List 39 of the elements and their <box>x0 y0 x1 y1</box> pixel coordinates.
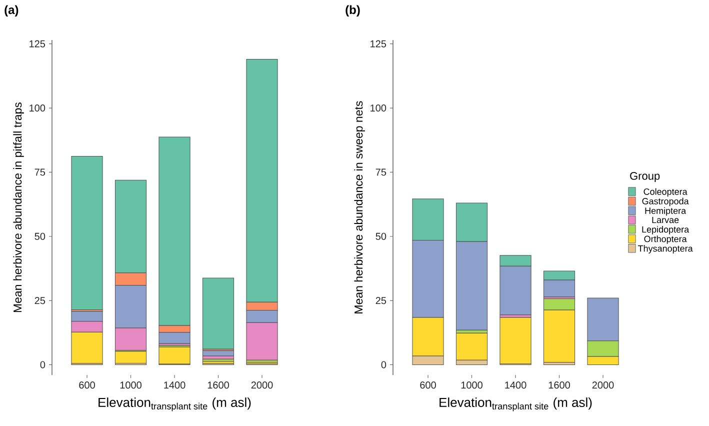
y-tick-label: 100 <box>370 104 386 112</box>
y-tick-label: 75 <box>34 168 46 176</box>
legend-label: Orthoptera <box>644 236 687 244</box>
y-tick-label: 0 <box>40 361 46 368</box>
x-tick-label: 2000 <box>251 382 273 389</box>
legend-label: Gastropoda <box>642 198 689 206</box>
chart-title: (b) <box>346 5 360 16</box>
x-tick-label: 2000 <box>592 382 614 389</box>
x-tick-label: 1400 <box>164 382 186 389</box>
y-axis-title: Mean herbivore abundance in pitfall traps <box>13 102 24 312</box>
x-tick-label: 600 <box>79 382 95 389</box>
x-tick-label: 1600 <box>548 382 570 389</box>
y-tick-label: 25 <box>34 297 46 304</box>
y-tick-label: 75 <box>376 168 386 176</box>
x-tick-label: 1000 <box>461 382 482 389</box>
y-tick-label: 25 <box>376 297 386 304</box>
bar <box>202 278 234 350</box>
legend-label: Larvae <box>652 216 679 224</box>
legend-label: Hemiptera <box>645 207 686 216</box>
y-axis-title: Mean herbivore abundance in sweep nets <box>354 101 365 314</box>
x-tick-label: 600 <box>420 382 436 389</box>
x-axis-title: $\text{Elevation}_{\text{transplant site}}\text{ (m asl)}$ <box>440 397 592 412</box>
legend-label: Coleoptera <box>644 188 688 197</box>
x-tick-label: 1000 <box>120 382 142 389</box>
y-tick-label: 125 <box>370 40 386 48</box>
chart-title: (a) <box>4 5 18 16</box>
legend-title: Group <box>630 172 660 182</box>
y-tick-label: 50 <box>34 232 46 240</box>
legend-label: Thysanoptera <box>638 245 693 254</box>
y-tick-label: 0 <box>381 361 386 368</box>
y-tick-label: 50 <box>376 232 386 240</box>
x-tick-label: 1400 <box>505 382 526 389</box>
legend-label: Lepidoptera <box>642 226 690 234</box>
x-axis-title: $\text{Elevation}_{\text{transplant site}}\text{ (m asl)}$ <box>98 397 251 412</box>
y-tick-label: 100 <box>30 104 46 112</box>
y-tick-label: 125 <box>30 40 46 48</box>
bar <box>158 346 190 364</box>
bar <box>500 317 532 364</box>
x-tick-label: 1600 <box>208 382 229 389</box>
